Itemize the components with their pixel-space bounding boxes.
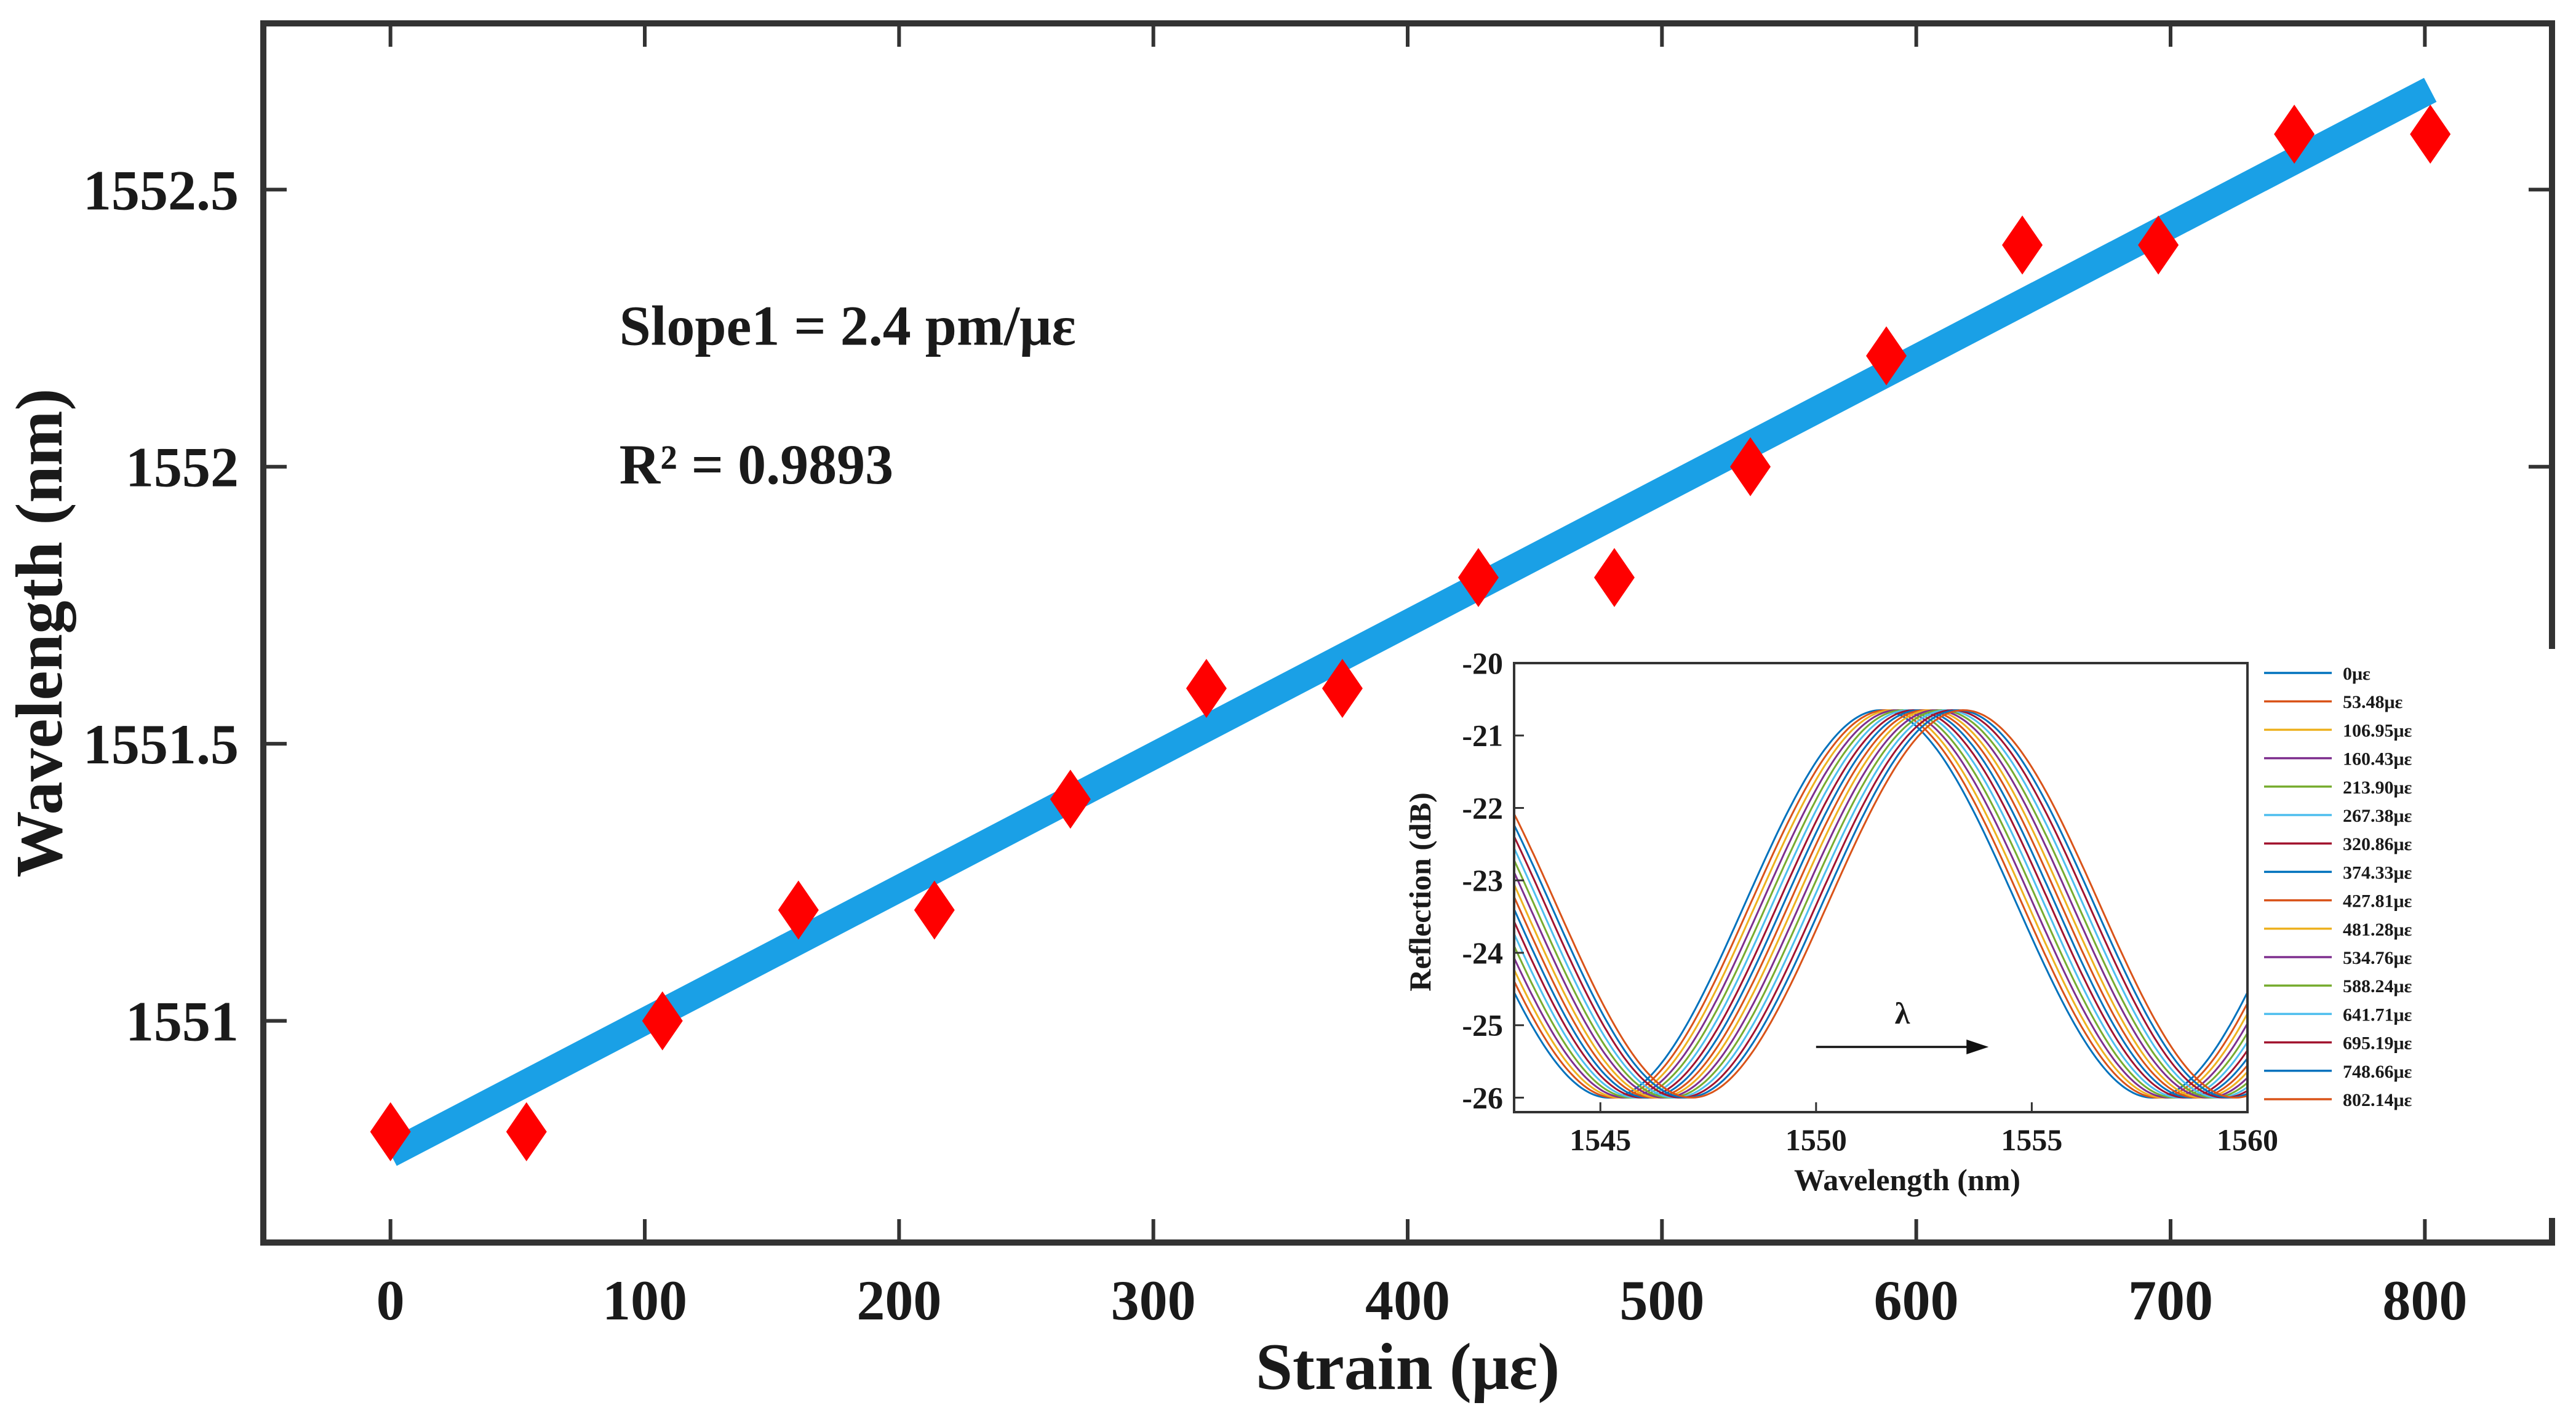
main-y-axis-label: Wavelength (nm) (3, 389, 76, 878)
slope-annotation: Slope1 = 2.4 pm/με (620, 295, 1076, 357)
main-x-axis-label: Strain (με) (1256, 1330, 1560, 1404)
main-plot: 1551 1551.5 1552 1552.5 0 100 200 300 400 500 600… (3, 20, 2555, 1404)
inset-y-tick-label: -22 (1462, 790, 1503, 825)
data-point (2138, 215, 2179, 275)
data-point (1322, 659, 1363, 718)
main-y-ticks: 1551 1551.5 1552 1552.5 (83, 159, 2552, 1053)
main-fit (384, 78, 2437, 1166)
r-squared-annotation: R² = 0.9893 (620, 433, 893, 496)
inset-background (1507, 649, 2559, 1218)
x-tick-label: 100 (602, 1269, 687, 1332)
data-point (642, 991, 683, 1051)
inset-x-tick-label: 1550 (1785, 1123, 1847, 1157)
y-tick-label: 1551 (126, 990, 239, 1053)
wavelength-shift-arrow: λ (1816, 996, 1989, 1055)
inset-legend: 0με 53.48με 106.95με 160.43με 213.90με 267.38… (2264, 664, 2412, 1110)
inset-y-tick-label: -21 (1462, 718, 1503, 753)
y-tick-label: 1552.5 (83, 159, 239, 221)
inset-x-tick-label: 1545 (1569, 1123, 1631, 1157)
spectrum-curve (1514, 709, 2247, 1099)
legend-label: 320.86με (2343, 834, 2412, 854)
data-point (2274, 105, 2315, 164)
legend-label: 534.76με (2343, 948, 2412, 968)
legend-label: 641.71με (2343, 1004, 2412, 1025)
x-tick-label: 500 (1619, 1269, 1704, 1332)
inset-y-tick-label: -25 (1462, 1008, 1503, 1043)
inset-y-tick-label: -24 (1462, 936, 1503, 970)
inset-y-tick-label: -23 (1462, 863, 1503, 897)
inset-plot: -20 -21 -22 -23 -24 -25 -26 1545 1550 1555 1560 λ… (1403, 646, 2559, 1218)
legend-label: 427.81με (2343, 891, 2412, 912)
x-tick-label: 200 (856, 1269, 941, 1332)
spectrum-curve (1514, 709, 2247, 1099)
x-tick-label: 0 (377, 1269, 405, 1332)
legend-label: 374.33με (2343, 862, 2412, 883)
inset-y-tick-label: -26 (1462, 1080, 1503, 1115)
data-point (2002, 215, 2043, 275)
y-tick-label: 1551.5 (83, 713, 239, 776)
data-point (370, 1102, 411, 1161)
legend-label: 695.19με (2343, 1033, 2412, 1054)
inset-x-tick-label: 1560 (2217, 1123, 2278, 1157)
spectrum-curve (1514, 709, 2247, 1099)
inset-y-tick-label: -20 (1462, 646, 1503, 680)
legend-label: 0με (2343, 664, 2371, 684)
inset-spectra (1514, 709, 2247, 1099)
inset-x-tick-label: 1555 (2001, 1123, 2062, 1157)
legend-label: 802.14με (2343, 1090, 2412, 1110)
inset-y-axis-label: Reflection (dB) (1403, 792, 1437, 992)
lambda-label: λ (1895, 996, 1910, 1030)
data-point (1186, 659, 1227, 718)
data-point (2410, 105, 2451, 164)
spectrum-curve (1514, 709, 2247, 1099)
legend-label: 213.90με (2343, 778, 2412, 798)
arrow-head (1966, 1040, 1989, 1055)
inset-x-ticks: 1545 1550 1555 1560 (1569, 1102, 2278, 1157)
fit-line (384, 78, 2437, 1166)
data-point (506, 1102, 547, 1161)
spectrum-curve (1514, 709, 2247, 1099)
inset-x-axis-label: Wavelength (nm) (1794, 1163, 2020, 1197)
x-tick-label: 700 (2128, 1269, 2213, 1332)
spectrum-curve (1514, 709, 2247, 1099)
x-tick-label: 400 (1365, 1269, 1450, 1332)
legend-label: 267.38με (2343, 806, 2412, 826)
x-tick-label: 300 (1111, 1269, 1196, 1332)
legend-label: 481.28με (2343, 920, 2412, 940)
data-point (1457, 547, 1499, 607)
legend-label: 106.95με (2343, 720, 2412, 741)
spectrum-curve (1514, 709, 2247, 1099)
legend-label: 53.48με (2343, 692, 2403, 712)
legend-label: 588.24με (2343, 976, 2412, 996)
legend-label: 160.43με (2343, 749, 2412, 770)
spectrum-curve (1514, 709, 2247, 1099)
spectrum-curve (1514, 709, 2247, 1099)
data-point (1866, 326, 1907, 386)
inset-plot-frame (1513, 662, 2249, 1113)
main-x-ticks: 0 100 200 300 400 500 600 700 800 (377, 23, 2467, 1332)
data-point (1050, 770, 1091, 829)
inset-y-ticks: -20 -21 -22 -23 -24 -25 -26 (1462, 646, 1524, 1115)
data-point (1593, 547, 1635, 607)
data-point (914, 880, 955, 940)
x-tick-label: 800 (2382, 1269, 2467, 1332)
y-tick-label: 1552 (126, 436, 239, 499)
x-tick-label: 600 (1874, 1269, 1959, 1332)
data-point (1730, 437, 1771, 496)
main-data-points (370, 105, 2451, 1161)
spectrum-curve (1514, 709, 2247, 1099)
legend-label: 748.66με (2343, 1062, 2412, 1082)
data-point (778, 880, 819, 940)
